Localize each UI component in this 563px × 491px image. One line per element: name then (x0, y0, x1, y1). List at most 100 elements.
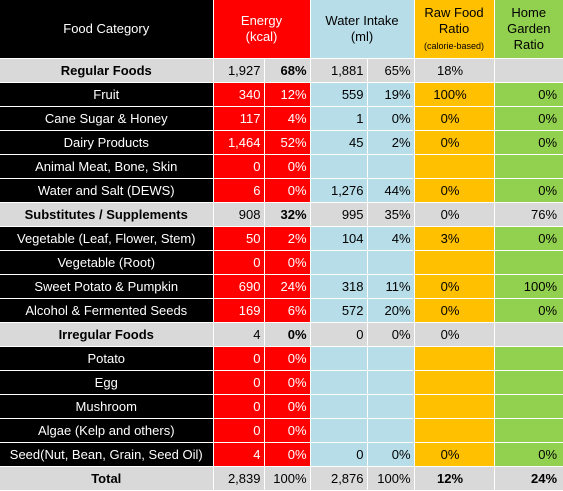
table-row: Potato 0 0% (0, 346, 563, 371)
water-percent-cell: 4% (366, 226, 415, 251)
garden-ratio-cell: 24% (493, 466, 563, 491)
water-value-cell: 0 (309, 442, 368, 467)
garden-ratio-cell: 76% (493, 202, 563, 227)
category-cell: Animal Meat, Bone, Skin (0, 154, 213, 179)
water-value-cell (309, 250, 368, 275)
energy-value-cell: 50 (212, 226, 264, 251)
water-value-cell: 995 (309, 202, 368, 227)
raw-ratio-cell (413, 418, 495, 443)
water-value-cell: 318 (309, 274, 368, 299)
energy-percent-cell: 0% (263, 322, 311, 347)
energy-value-cell: 690 (212, 274, 264, 299)
energy-value-cell: 0 (212, 250, 264, 275)
raw-ratio-cell: 0% (413, 274, 495, 299)
raw-ratio-cell: 100% (413, 82, 495, 107)
energy-value-cell: 4 (212, 322, 264, 347)
garden-ratio-cell: 0% (493, 178, 563, 203)
table-row: Fruit 340 12% 559 19% 100% 0% (0, 82, 563, 107)
section-row: Irregular Foods 4 0% 0 0% 0% (0, 322, 563, 347)
water-percent-cell (366, 370, 415, 395)
water-percent-cell: 11% (366, 274, 415, 299)
water-percent-cell (366, 250, 415, 275)
water-value-cell: 559 (309, 82, 368, 107)
garden-ratio-cell (493, 418, 563, 443)
header-raw-food-ratio: Raw Food Ratio (calorie-based) (413, 0, 495, 59)
water-value-cell: 1 (309, 106, 368, 131)
garden-ratio-cell (493, 370, 563, 395)
water-percent-cell (366, 346, 415, 371)
category-cell: Regular Foods (0, 58, 213, 83)
section-row: Substitutes / Supplements 908 32% 995 35% 0% 7… (0, 202, 563, 227)
water-value-cell: 0 (309, 322, 368, 347)
category-cell: Alcohol & Fermented Seeds (0, 298, 213, 323)
water-value-cell (309, 394, 368, 419)
garden-ratio-cell (493, 322, 563, 347)
water-percent-cell: 100% (366, 466, 415, 491)
energy-percent-cell: 68% (263, 58, 311, 83)
table-row: Sweet Potato & Pumpkin 690 24% 318 11% 0% 100% (0, 274, 563, 299)
section-row: Regular Foods 1,927 68% 1,881 65% 18% (0, 58, 563, 83)
water-value-cell: 1,881 (309, 58, 368, 83)
energy-percent-cell: 0% (263, 442, 311, 467)
energy-value-cell: 0 (212, 418, 264, 443)
raw-ratio-cell: 0% (413, 106, 495, 131)
water-value-cell: 572 (309, 298, 368, 323)
water-percent-cell: 0% (366, 442, 415, 467)
garden-ratio-cell: 100% (493, 274, 563, 299)
table-row: Alcohol & Fermented Seeds 169 6% 572 20% 0% 0% (0, 298, 563, 323)
table-row: Cane Sugar & Honey 117 4% 1 0% 0% 0% (0, 106, 563, 131)
energy-percent-cell: 100% (263, 466, 311, 491)
energy-value-cell: 117 (212, 106, 264, 131)
table-row: Vegetable (Root) 0 0% (0, 250, 563, 275)
water-value-cell (309, 346, 368, 371)
table-row: Water and Salt (DEWS) 6 0% 1,276 44% 0% 0% (0, 178, 563, 203)
header-food-category: Food Category (0, 0, 213, 59)
energy-value-cell: 1,464 (212, 130, 264, 155)
energy-percent-cell: 0% (263, 418, 311, 443)
category-cell: Cane Sugar & Honey (0, 106, 213, 131)
category-cell: Vegetable (Leaf, Flower, Stem) (0, 226, 213, 251)
raw-ratio-cell (413, 346, 495, 371)
energy-percent-cell: 52% (263, 130, 311, 155)
category-cell: Vegetable (Root) (0, 250, 213, 275)
water-value-cell (309, 370, 368, 395)
water-percent-cell (366, 418, 415, 443)
water-value-cell: 104 (309, 226, 368, 251)
water-percent-cell: 44% (366, 178, 415, 203)
water-percent-cell: 0% (366, 106, 415, 131)
raw-ratio-cell (413, 394, 495, 419)
water-value-cell: 45 (309, 130, 368, 155)
energy-value-cell: 908 (212, 202, 264, 227)
energy-value-cell: 340 (212, 82, 264, 107)
category-cell: Dairy Products (0, 130, 213, 155)
water-percent-cell: 2% (366, 130, 415, 155)
energy-value-cell: 6 (212, 178, 264, 203)
energy-percent-cell: 0% (263, 250, 311, 275)
water-value-cell: 2,876 (309, 466, 368, 491)
garden-ratio-cell: 0% (493, 226, 563, 251)
table-row: Algae (Kelp and others) 0 0% (0, 418, 563, 443)
water-percent-cell: 35% (366, 202, 415, 227)
energy-value-cell: 2,839 (212, 466, 264, 491)
raw-ratio-cell: 3% (413, 226, 495, 251)
energy-percent-cell: 12% (263, 82, 311, 107)
header-energy: Energy (kcal) (212, 0, 311, 59)
water-percent-cell (366, 154, 415, 179)
raw-ratio-cell (413, 250, 495, 275)
table-row: Mushroom 0 0% (0, 394, 563, 419)
table-row: Dairy Products 1,464 52% 45 2% 0% 0% (0, 130, 563, 155)
raw-ratio-cell: 0% (413, 130, 495, 155)
energy-value-cell: 0 (212, 394, 264, 419)
category-cell: Mushroom (0, 394, 213, 419)
water-percent-cell: 0% (366, 322, 415, 347)
energy-percent-cell: 32% (263, 202, 311, 227)
header-home-garden-ratio: Home Garden Ratio (493, 0, 563, 59)
table-row: Animal Meat, Bone, Skin 0 0% (0, 154, 563, 179)
category-cell: Egg (0, 370, 213, 395)
total-row: Total 2,839 100% 2,876 100% 12% 24% (0, 466, 563, 491)
raw-ratio-cell (413, 370, 495, 395)
garden-ratio-cell (493, 250, 563, 275)
garden-ratio-cell (493, 154, 563, 179)
garden-ratio-cell (493, 346, 563, 371)
